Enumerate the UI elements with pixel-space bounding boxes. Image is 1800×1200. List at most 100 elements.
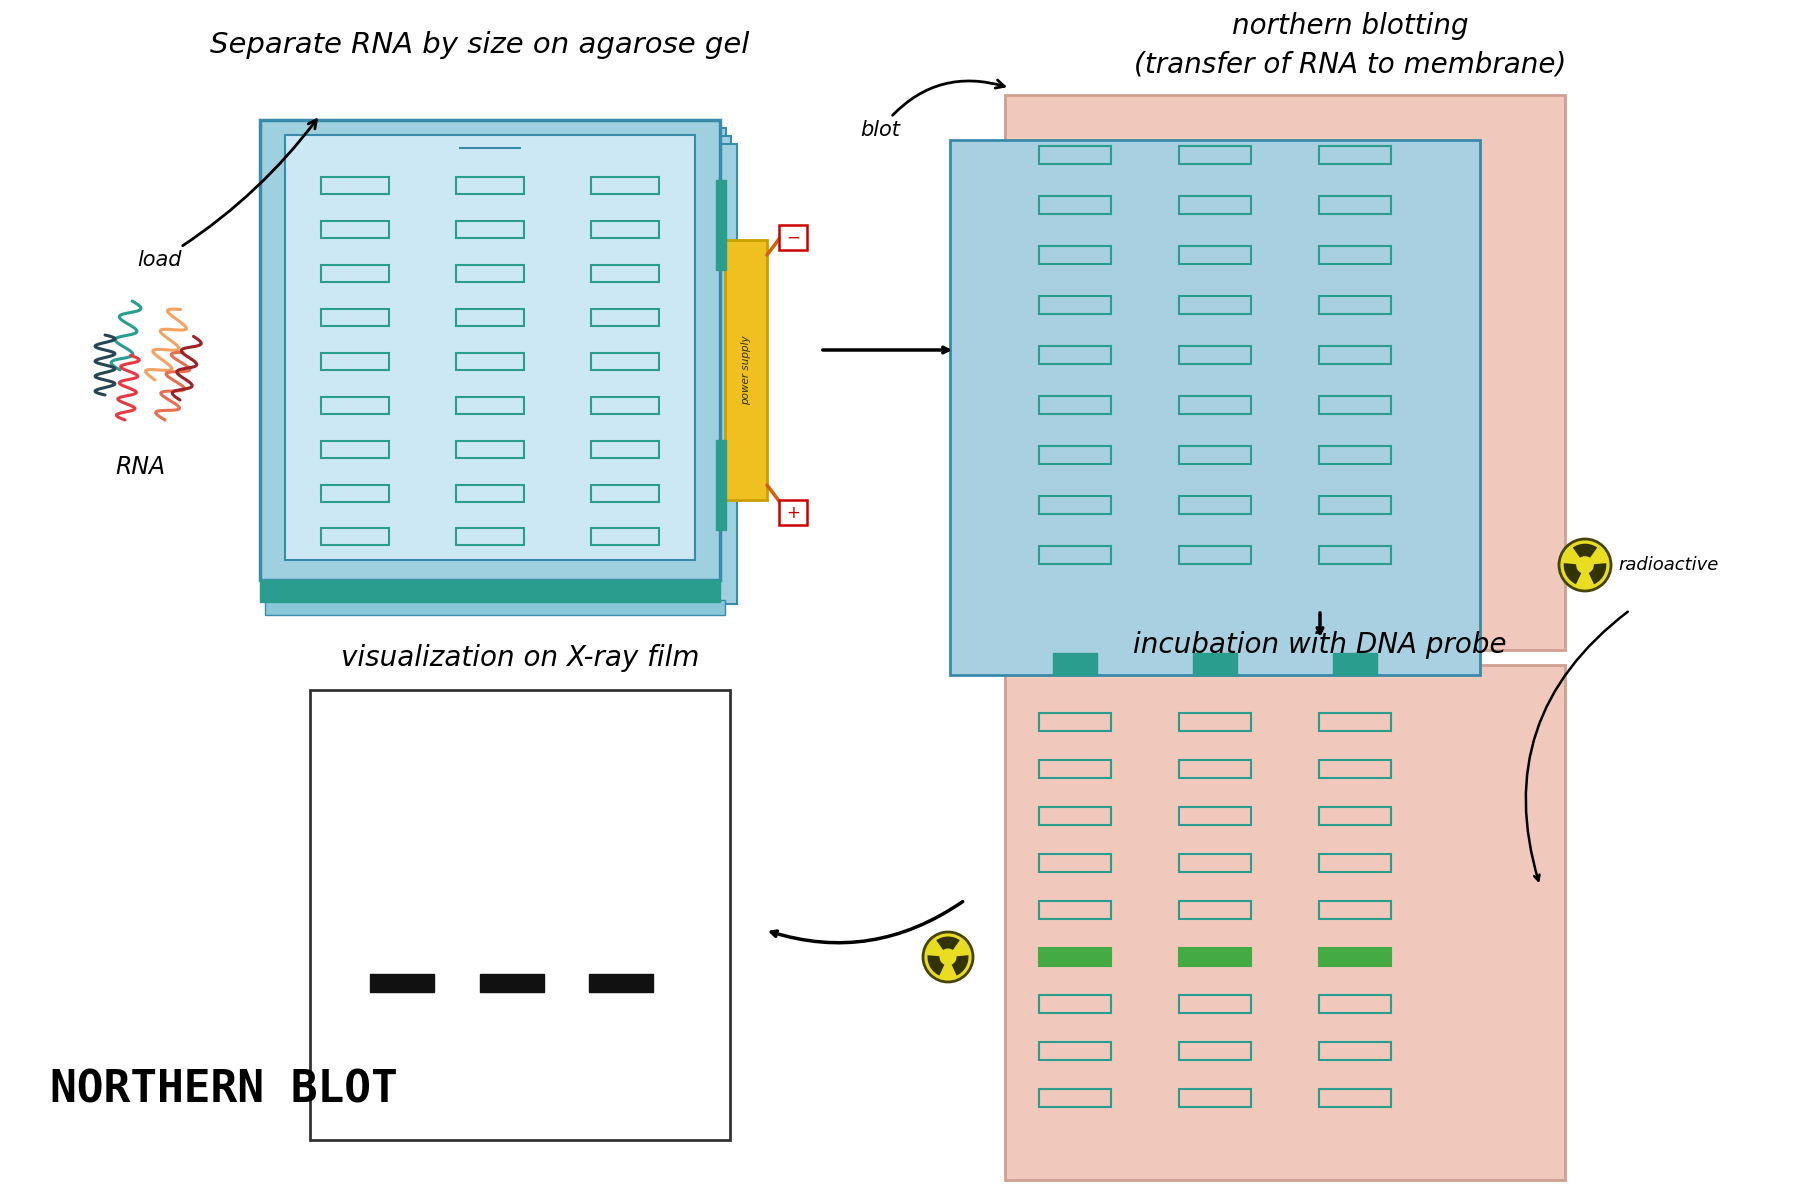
Bar: [1319, 995, 1391, 1013]
Bar: [1319, 760, 1391, 778]
Bar: [716, 180, 725, 270]
Bar: [265, 600, 725, 614]
Bar: [1319, 496, 1391, 514]
Bar: [455, 308, 524, 325]
Bar: [1179, 446, 1251, 464]
Circle shape: [1559, 539, 1611, 590]
Bar: [1179, 246, 1251, 264]
Bar: [1039, 196, 1111, 214]
Bar: [277, 144, 736, 604]
Bar: [455, 440, 524, 457]
Bar: [1319, 546, 1391, 564]
Bar: [1039, 246, 1111, 264]
Text: load: load: [139, 120, 317, 270]
Bar: [455, 221, 524, 238]
Bar: [716, 440, 725, 530]
Bar: [1179, 296, 1251, 314]
Bar: [1039, 496, 1111, 514]
Bar: [950, 140, 1480, 674]
Bar: [590, 264, 659, 282]
Bar: [320, 264, 389, 282]
Bar: [1039, 396, 1111, 414]
Text: +: +: [787, 504, 799, 522]
Bar: [320, 308, 389, 325]
Bar: [320, 440, 389, 457]
Text: NORTHERN BLOT: NORTHERN BLOT: [50, 1068, 398, 1111]
Bar: [320, 396, 389, 414]
Bar: [455, 528, 524, 546]
Bar: [1319, 196, 1391, 214]
Bar: [589, 973, 653, 991]
Bar: [1319, 948, 1391, 966]
Bar: [1039, 1090, 1111, 1106]
Bar: [479, 973, 544, 991]
Bar: [1039, 808, 1111, 826]
Bar: [455, 264, 524, 282]
Bar: [1039, 760, 1111, 778]
Bar: [779, 226, 806, 250]
Bar: [1179, 146, 1251, 164]
Bar: [1179, 854, 1251, 872]
Bar: [1039, 446, 1111, 464]
Bar: [590, 353, 659, 370]
Bar: [1179, 1042, 1251, 1060]
Bar: [1179, 546, 1251, 564]
Bar: [725, 240, 767, 500]
Bar: [1004, 665, 1564, 1180]
Bar: [590, 440, 659, 457]
Bar: [590, 176, 659, 193]
Bar: [1179, 995, 1251, 1013]
Bar: [1319, 1042, 1391, 1060]
Wedge shape: [1564, 563, 1580, 584]
Bar: [284, 134, 695, 560]
Bar: [1319, 901, 1391, 919]
Bar: [1039, 948, 1111, 966]
Text: RNA: RNA: [115, 455, 166, 479]
Bar: [1053, 653, 1096, 674]
Bar: [371, 973, 434, 991]
Wedge shape: [952, 955, 968, 976]
Bar: [1179, 713, 1251, 731]
Bar: [259, 580, 720, 602]
Circle shape: [1579, 559, 1591, 571]
Text: visualization on X-ray film: visualization on X-ray film: [340, 644, 698, 672]
Bar: [1319, 396, 1391, 414]
Bar: [455, 176, 524, 193]
Bar: [1179, 396, 1251, 414]
Bar: [1179, 196, 1251, 214]
Bar: [1039, 546, 1111, 564]
Bar: [1039, 901, 1111, 919]
Bar: [266, 128, 725, 588]
Bar: [1004, 95, 1564, 650]
Bar: [1039, 1042, 1111, 1060]
Circle shape: [923, 932, 974, 982]
Bar: [1319, 146, 1391, 164]
Bar: [1319, 246, 1391, 264]
Bar: [1179, 808, 1251, 826]
Wedge shape: [936, 936, 959, 950]
Bar: [1039, 346, 1111, 364]
Bar: [310, 690, 731, 1140]
Bar: [1319, 854, 1391, 872]
Wedge shape: [927, 955, 945, 976]
Bar: [455, 485, 524, 502]
Bar: [590, 221, 659, 238]
Bar: [1319, 446, 1391, 464]
Bar: [1319, 1090, 1391, 1106]
Bar: [320, 485, 389, 502]
Bar: [1179, 346, 1251, 364]
Wedge shape: [1589, 563, 1606, 584]
Text: incubation with DNA probe: incubation with DNA probe: [1134, 631, 1507, 659]
Bar: [1039, 296, 1111, 314]
Text: power supply: power supply: [742, 335, 751, 404]
Bar: [272, 136, 731, 596]
Bar: [1319, 296, 1391, 314]
Bar: [590, 528, 659, 546]
Bar: [1193, 653, 1237, 674]
Bar: [259, 120, 720, 580]
Bar: [320, 221, 389, 238]
Wedge shape: [1573, 544, 1597, 558]
Text: Separate RNA by size on agarose gel: Separate RNA by size on agarose gel: [211, 31, 749, 59]
Bar: [779, 500, 806, 526]
Bar: [1179, 901, 1251, 919]
